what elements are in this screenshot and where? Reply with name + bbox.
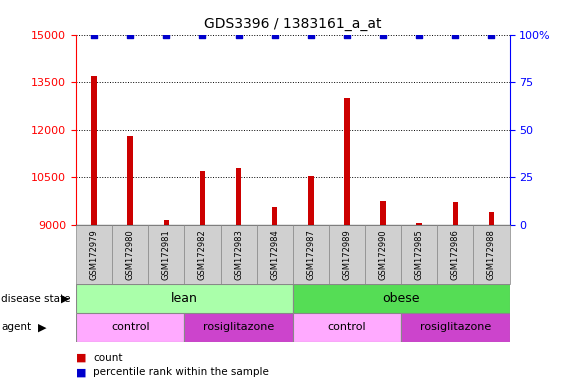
Text: control: control	[111, 322, 150, 333]
Bar	[91, 76, 97, 225]
Text: disease state: disease state	[1, 294, 70, 304]
Text: GSM172985: GSM172985	[415, 229, 424, 280]
Point	[270, 31, 279, 38]
Point	[487, 31, 496, 38]
Text: GSM172989: GSM172989	[342, 229, 351, 280]
Text: agent: agent	[1, 322, 32, 332]
FancyBboxPatch shape	[76, 313, 185, 342]
Text: rosiglitazone: rosiglitazone	[419, 322, 491, 333]
Text: control: control	[328, 322, 367, 333]
FancyBboxPatch shape	[76, 284, 293, 313]
Point	[342, 31, 351, 38]
Text: GSM172979: GSM172979	[90, 229, 99, 280]
Text: GSM172982: GSM172982	[198, 229, 207, 280]
Bar	[344, 98, 350, 225]
Text: GSM172984: GSM172984	[270, 229, 279, 280]
FancyBboxPatch shape	[329, 225, 365, 284]
Text: GSM172987: GSM172987	[306, 229, 315, 280]
Bar	[272, 207, 278, 225]
Point	[451, 31, 460, 38]
Text: GSM172986: GSM172986	[451, 229, 460, 280]
Text: count: count	[93, 353, 122, 363]
FancyBboxPatch shape	[365, 225, 401, 284]
Bar	[127, 136, 133, 225]
Text: obese: obese	[382, 292, 420, 305]
Bar	[308, 175, 314, 225]
Point	[126, 31, 135, 38]
Text: ■: ■	[76, 367, 87, 377]
FancyBboxPatch shape	[401, 313, 510, 342]
Point	[378, 31, 387, 38]
Text: lean: lean	[171, 292, 198, 305]
FancyBboxPatch shape	[76, 225, 112, 284]
Text: rosiglitazone: rosiglitazone	[203, 322, 274, 333]
FancyBboxPatch shape	[221, 225, 257, 284]
Point	[162, 31, 171, 38]
FancyBboxPatch shape	[185, 313, 293, 342]
Bar	[381, 201, 386, 225]
Bar	[489, 212, 494, 225]
Bar	[453, 202, 458, 225]
FancyBboxPatch shape	[293, 225, 329, 284]
Text: ■: ■	[76, 353, 87, 363]
Text: percentile rank within the sample: percentile rank within the sample	[93, 367, 269, 377]
FancyBboxPatch shape	[112, 225, 148, 284]
Bar	[236, 168, 242, 225]
FancyBboxPatch shape	[473, 225, 510, 284]
FancyBboxPatch shape	[401, 225, 437, 284]
FancyBboxPatch shape	[437, 225, 473, 284]
Point	[198, 31, 207, 38]
Title: GDS3396 / 1383161_a_at: GDS3396 / 1383161_a_at	[204, 17, 382, 31]
FancyBboxPatch shape	[293, 313, 401, 342]
Point	[415, 31, 424, 38]
Bar	[164, 220, 169, 225]
Text: ▶: ▶	[38, 322, 47, 332]
FancyBboxPatch shape	[257, 225, 293, 284]
Text: GSM172981: GSM172981	[162, 229, 171, 280]
Text: GSM172983: GSM172983	[234, 229, 243, 280]
FancyBboxPatch shape	[185, 225, 221, 284]
Text: GSM172980: GSM172980	[126, 229, 135, 280]
Bar	[200, 171, 205, 225]
Point	[90, 31, 99, 38]
Point	[234, 31, 243, 38]
Text: GSM172990: GSM172990	[378, 229, 387, 280]
Point	[306, 31, 315, 38]
Text: ▶: ▶	[61, 294, 69, 304]
Bar	[417, 223, 422, 225]
FancyBboxPatch shape	[293, 284, 510, 313]
Text: GSM172988: GSM172988	[487, 229, 496, 280]
FancyBboxPatch shape	[148, 225, 185, 284]
